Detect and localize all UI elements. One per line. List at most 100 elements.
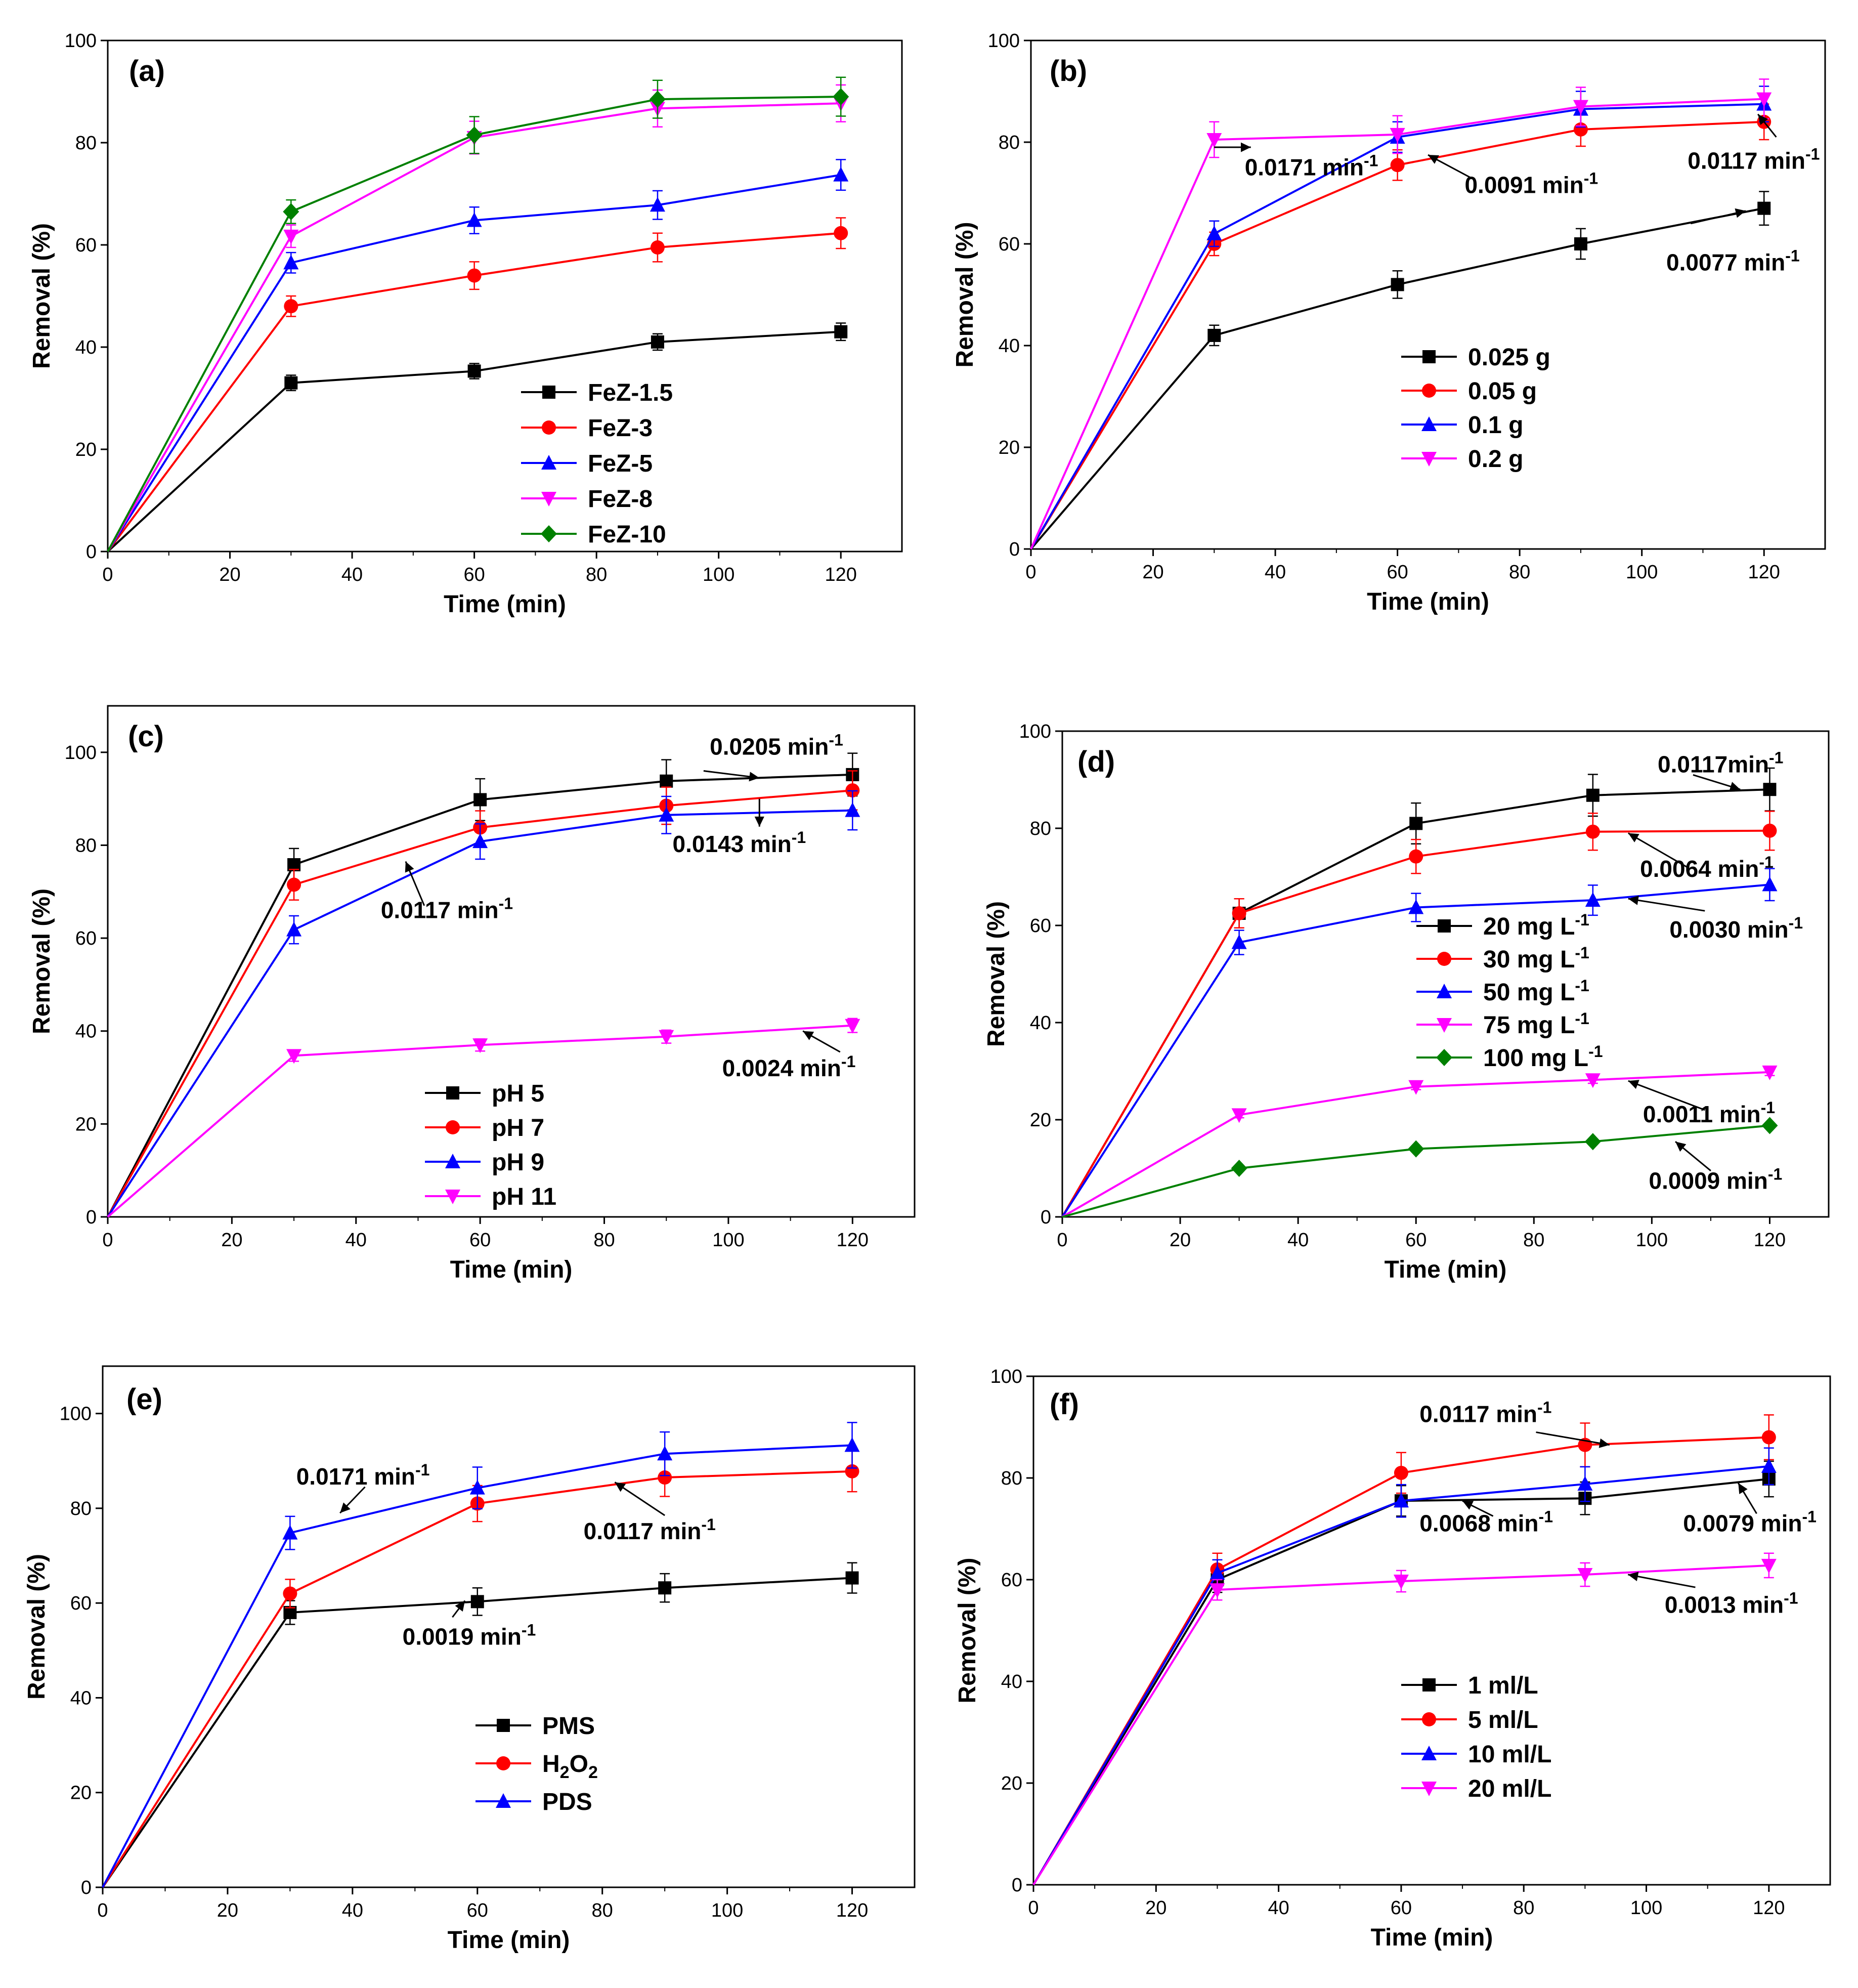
data-point xyxy=(1390,128,1405,143)
plot-frame xyxy=(107,705,916,1218)
x-tick-label: 100 xyxy=(1636,1230,1668,1251)
legend-label: FeZ-5 xyxy=(588,450,653,477)
legend-marker xyxy=(1422,1712,1436,1726)
y-tick-label: 100 xyxy=(1019,721,1051,742)
legend-marker xyxy=(541,455,556,470)
data-point xyxy=(1573,100,1588,115)
rate-annotation: 0.0117min-1 xyxy=(1658,749,1783,778)
data-point xyxy=(1585,892,1601,907)
x-tick-label: 40 xyxy=(345,1230,367,1251)
annotation-arrowhead xyxy=(455,1600,465,1612)
data-point xyxy=(1577,1476,1593,1491)
y-tick-label: 0 xyxy=(81,1877,92,1898)
panel-title: (d) xyxy=(1077,745,1115,778)
data-point xyxy=(650,240,665,255)
annotation-arrowhead xyxy=(1628,1080,1639,1089)
legend-label: pH 9 xyxy=(492,1149,544,1176)
data-point xyxy=(659,807,674,822)
series-50-mg-L xyxy=(1061,868,1778,1218)
data-point xyxy=(1231,1108,1247,1123)
data-point xyxy=(833,88,849,106)
data-point xyxy=(1409,849,1423,864)
x-axis-label: Time (min) xyxy=(448,1927,570,1954)
x-tick-label: 20 xyxy=(1170,1230,1191,1251)
y-tick-label: 100 xyxy=(60,1404,92,1425)
legend: PMS H2O2 PDS xyxy=(476,1713,598,1815)
data-point xyxy=(1231,934,1247,949)
y-tick-label: 40 xyxy=(1001,1671,1022,1693)
data-point xyxy=(466,126,483,144)
data-point xyxy=(1584,1133,1601,1151)
data-point xyxy=(286,921,302,937)
legend-label: 0.2 g xyxy=(1468,446,1523,473)
data-point xyxy=(1206,225,1222,240)
x-tick-label: 80 xyxy=(592,1900,613,1921)
series-FeZ-8 xyxy=(107,84,849,553)
legend-marker xyxy=(497,1719,510,1732)
legend: 20 mg L-1 30 mg L-1 50 mg L-1 75 mg L-1100 … xyxy=(1416,911,1603,1072)
x-tick-label: 80 xyxy=(1509,562,1530,583)
y-tick-label: 20 xyxy=(1030,1110,1051,1131)
rate-annotation: 0.0019 min-1 xyxy=(403,1621,536,1650)
series-line xyxy=(1030,207,1764,550)
legend-label: pH 11 xyxy=(492,1183,556,1210)
y-tick-label: 60 xyxy=(75,928,97,949)
legend-label: 30 mg L-1 xyxy=(1483,944,1589,973)
y-axis-label: Removal (%) xyxy=(28,223,55,369)
rate-annotation: 0.0009 min-1 xyxy=(1649,1165,1783,1194)
x-tick-label: 120 xyxy=(1753,1897,1785,1919)
series-1-ml-L xyxy=(1032,1460,1776,1886)
series-line xyxy=(107,1024,853,1218)
legend-label: FeZ-10 xyxy=(588,521,666,548)
annotation-arrowhead xyxy=(1628,833,1639,842)
rate-annotation: 0.0117 min-1 xyxy=(1419,1398,1551,1427)
legend-label: 10 ml/L xyxy=(1468,1741,1551,1768)
data-point xyxy=(282,1525,298,1540)
y-axis-label: Removal (%) xyxy=(952,222,978,367)
x-tick-label: 100 xyxy=(711,1900,743,1921)
data-point xyxy=(1585,824,1600,839)
y-tick-label: 80 xyxy=(1030,818,1051,839)
x-tick-label: 60 xyxy=(1391,1897,1412,1919)
x-tick-label: 0 xyxy=(102,1230,113,1251)
legend-label: 0.1 g xyxy=(1468,412,1523,439)
data-point xyxy=(473,793,487,807)
data-point xyxy=(1209,1583,1225,1598)
series-line xyxy=(1032,1478,1769,1886)
x-axis-label: Time (min) xyxy=(1385,1256,1507,1283)
legend-marker xyxy=(1437,952,1451,966)
data-point xyxy=(1577,1568,1593,1583)
data-point xyxy=(1762,823,1777,838)
y-axis-label: Removal (%) xyxy=(983,901,1010,1047)
legend-label: 0.025 g xyxy=(1468,344,1550,371)
annotation-arrowhead xyxy=(1729,782,1741,791)
data-point xyxy=(283,229,299,244)
data-point xyxy=(283,1586,297,1601)
data-point xyxy=(1393,1575,1409,1590)
data-point xyxy=(657,1446,673,1461)
y-tick-label: 40 xyxy=(1030,1012,1051,1034)
chart-panel-c: 0 20 40 60 80 100 120 0 20 40 60 80 100 Time (min) Rem… xyxy=(28,705,916,1283)
annotation-arrowhead xyxy=(749,772,760,782)
annotation-arrowhead xyxy=(1758,114,1768,125)
chart-panel-b: 0 20 40 60 80 100 120 0 20 40 60 80 100 Time (min) Rem… xyxy=(952,30,1826,615)
x-tick-label: 120 xyxy=(1748,562,1780,583)
x-tick-label: 20 xyxy=(221,1230,242,1251)
x-tick-label: 0 xyxy=(1028,1897,1039,1919)
legend-marker xyxy=(1421,452,1437,467)
y-tick-label: 40 xyxy=(75,337,97,358)
legend-marker xyxy=(1422,384,1436,398)
chart-panel-d: 0 20 40 60 80 100 120 0 20 40 60 80 100 Time (min) Rem… xyxy=(983,721,1830,1283)
legend: 1 ml/L 5 ml/L 10 ml/L 20 ml/L xyxy=(1401,1672,1551,1802)
series-line xyxy=(107,96,841,552)
x-tick-label: 60 xyxy=(463,564,485,585)
x-tick-label: 120 xyxy=(837,1230,869,1251)
data-point xyxy=(467,268,482,283)
annotation-arrowhead xyxy=(1628,895,1639,905)
legend-marker xyxy=(541,525,557,542)
rate-annotation: 0.0171 min-1 xyxy=(296,1461,430,1490)
data-point xyxy=(1408,1080,1424,1095)
annotation-arrowhead xyxy=(615,1482,626,1492)
data-point xyxy=(1231,1160,1247,1177)
y-axis-label: Removal (%) xyxy=(28,889,55,1034)
